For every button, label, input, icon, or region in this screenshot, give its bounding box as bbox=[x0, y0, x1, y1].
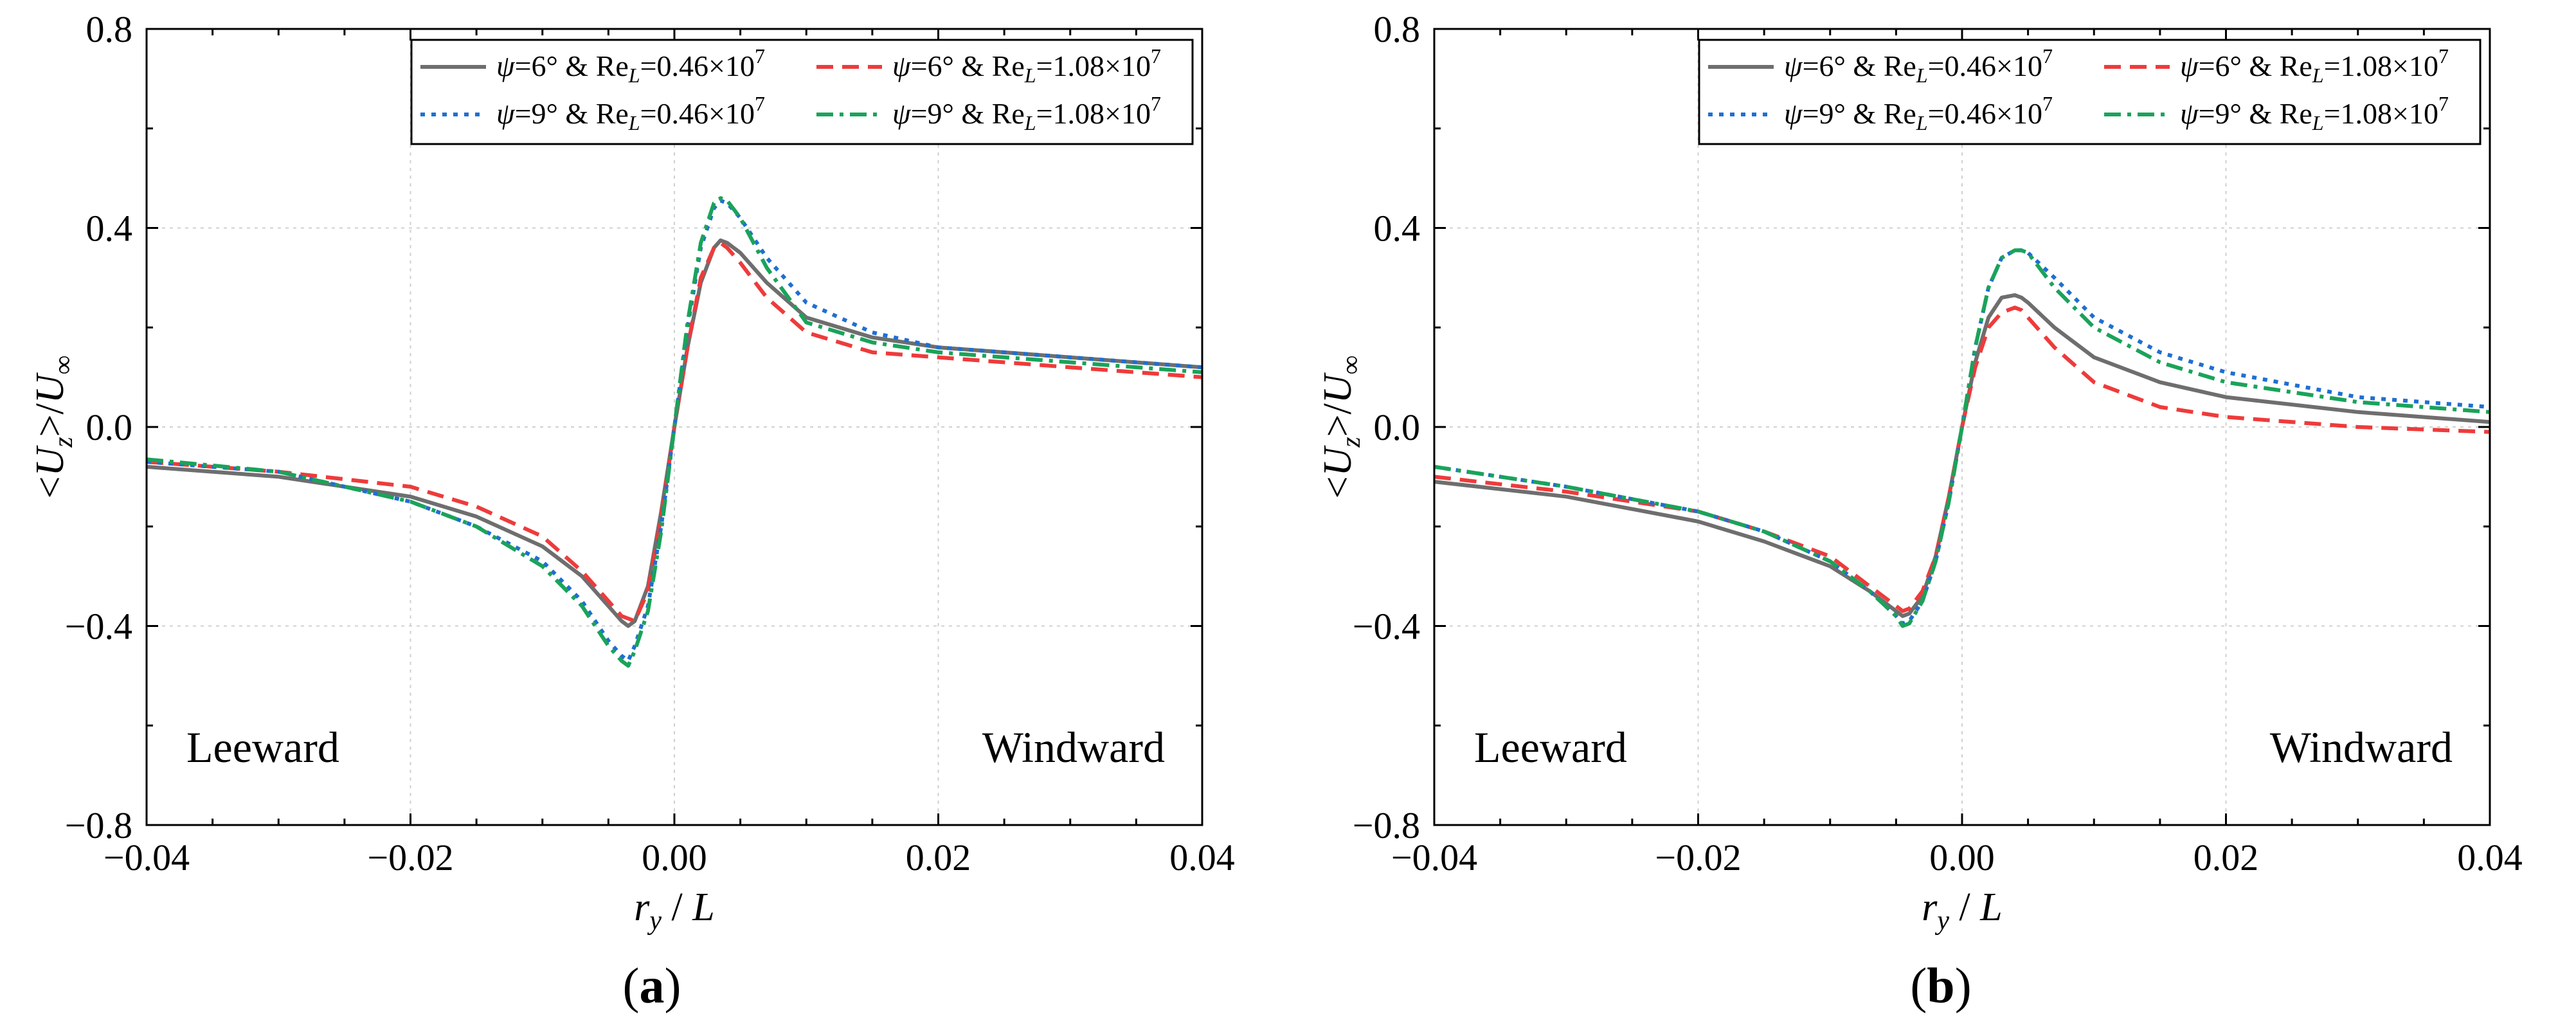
y-tick-label: −0.8 bbox=[65, 804, 132, 846]
legend-label-1: ψ=6° & ReL=0.46×107 bbox=[1784, 44, 2053, 87]
y-tick-label: 0.0 bbox=[86, 406, 133, 448]
legend-label-2: ψ=6° & ReL=1.08×107 bbox=[2180, 44, 2449, 87]
annotation-windward: Windward bbox=[2270, 723, 2453, 772]
x-tick-label: −0.04 bbox=[1391, 837, 1477, 878]
series-line-2 bbox=[146, 240, 1203, 623]
axis-ticks bbox=[145, 28, 1203, 826]
panel-caption-b: (b) bbox=[1910, 957, 1972, 1013]
y-tick-label: 0.8 bbox=[1374, 8, 1421, 50]
series-line-4 bbox=[146, 196, 1203, 668]
y-tick-label: 0.8 bbox=[86, 8, 133, 50]
annotation-leeward: Leeward bbox=[186, 723, 339, 772]
x-tick-label: 0.04 bbox=[1169, 837, 1235, 878]
legend: ψ=6° & ReL=0.46×107 ψ=6° & ReL=1.08×107 ψ=… bbox=[410, 39, 1194, 145]
legend-label-3: ψ=9° & ReL=0.46×107 bbox=[1784, 92, 2053, 134]
x-tick-label: 0.04 bbox=[2457, 837, 2523, 878]
y-axis-title: <Uz>/U∞ bbox=[28, 355, 78, 498]
legend-box bbox=[410, 39, 1194, 145]
series-group bbox=[1434, 248, 2490, 628]
panel-label-a: a bbox=[639, 957, 665, 1013]
y-tick-label: −0.4 bbox=[1353, 606, 1420, 648]
annotation-leeward: Leeward bbox=[1474, 723, 1627, 772]
x-tick-label: 0.00 bbox=[642, 837, 707, 878]
x-axis-title: ry / L bbox=[634, 885, 715, 936]
line-chart-b: −0.04 −0.02 0.00 0.02 0.04 0.8 0.4 0.0 −0.4 −0.8 r… bbox=[1316, 8, 2523, 936]
legend-label-3: ψ=9° & ReL=0.46×107 bbox=[496, 92, 765, 134]
panel-label-b: b bbox=[1927, 957, 1955, 1013]
axis-ticks bbox=[1433, 28, 2491, 826]
chart-panel-b: −0.04 −0.02 0.00 0.02 0.04 0.8 0.4 0.0 −0.4 −0.8 r… bbox=[1288, 0, 2575, 1025]
series-line-4 bbox=[1434, 248, 2490, 628]
legend-box bbox=[1698, 39, 2481, 145]
series-line-3 bbox=[146, 198, 1203, 663]
legend-label-2: ψ=6° & ReL=1.08×107 bbox=[892, 44, 1161, 87]
y-tick-label: 0.4 bbox=[1374, 208, 1421, 249]
legend: ψ=6° & ReL=0.46×107 ψ=6° & ReL=1.08×107 ψ=… bbox=[1698, 39, 2481, 145]
annotation-windward: Windward bbox=[982, 723, 1165, 772]
line-chart-a: −0.04 −0.02 0.00 0.02 0.04 0.8 0.4 0.0 −0.4 −0.8 r… bbox=[28, 8, 1235, 936]
chart-panel-a: −0.04 −0.02 0.00 0.02 0.04 0.8 0.4 0.0 −0.4 −0.8 r… bbox=[28, 8, 1235, 1013]
x-axis-title: ry / L bbox=[1922, 885, 2003, 936]
legend-label-4: ψ=9° & ReL=1.08×107 bbox=[2180, 92, 2449, 134]
x-tick-label: 0.02 bbox=[2193, 837, 2259, 878]
x-tick-label: −0.02 bbox=[1655, 837, 1741, 878]
tick-labels: −0.04 −0.02 0.00 0.02 0.04 0.8 0.4 0.0 −0.4 −0.8 bbox=[1353, 8, 2523, 878]
legend-label-1: ψ=6° & ReL=0.46×107 bbox=[496, 44, 765, 87]
legend-label-4: ψ=9° & ReL=1.08×107 bbox=[892, 92, 1161, 134]
panel-caption-a: (a) bbox=[622, 957, 681, 1013]
y-tick-label: 0.4 bbox=[86, 208, 133, 249]
y-tick-label: 0.0 bbox=[1374, 406, 1421, 448]
x-tick-label: −0.02 bbox=[367, 837, 453, 878]
x-tick-label: 0.00 bbox=[1929, 837, 1995, 878]
y-tick-label: −0.4 bbox=[65, 606, 132, 648]
x-tick-label: 0.02 bbox=[906, 837, 971, 878]
y-axis-title: <Uz>/U∞ bbox=[1316, 355, 1366, 498]
y-tick-label: −0.8 bbox=[1353, 804, 1420, 846]
x-tick-label: −0.04 bbox=[104, 837, 190, 878]
series-group bbox=[146, 196, 1203, 668]
tick-labels: −0.04 −0.02 0.00 0.02 0.04 0.8 0.4 0.0 −0.4 −0.8 bbox=[65, 8, 1235, 878]
